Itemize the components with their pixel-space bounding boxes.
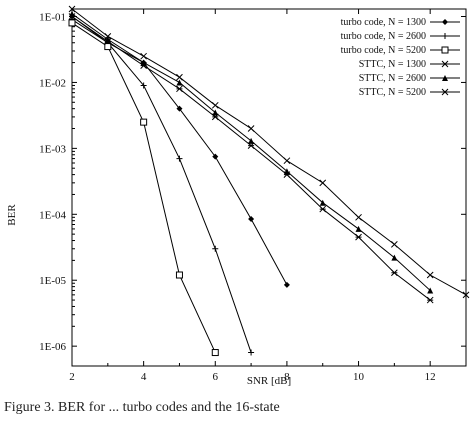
series-5 — [69, 10, 434, 294]
series-3 — [68, 19, 219, 357]
plus-marker — [176, 155, 183, 162]
square-marker — [175, 271, 183, 279]
x-tick-label: 4 — [141, 371, 147, 383]
series-line — [71, 8, 467, 296]
asterisk-marker — [319, 205, 327, 213]
legend-label: turbo code, N = 5200 — [341, 45, 426, 56]
axis-ticks: 2 4 6 8 10 12 1E-06 1E-05 1E-04 1E-03 1E-02 1E-01 — [39, 9, 467, 383]
diamond-marker — [442, 19, 448, 25]
x-marker — [176, 73, 183, 81]
plus-marker — [248, 349, 255, 356]
legend-label: turbo code, N = 1300 — [341, 17, 426, 28]
square-marker — [68, 19, 76, 27]
x-marker — [68, 5, 76, 13]
asterisk-marker — [211, 113, 219, 121]
y-tick-label: 1E-03 — [39, 143, 66, 155]
diamond-marker — [248, 215, 255, 222]
legend-label: turbo code, N = 2600 — [341, 31, 426, 42]
legend-label: STTC, N = 2600 — [359, 73, 426, 84]
asterisk-marker — [247, 142, 255, 149]
asterisk-marker — [68, 13, 76, 20]
y-tick-label: 1E-02 — [39, 77, 66, 89]
triangle-marker — [212, 109, 219, 116]
square-marker — [211, 349, 219, 357]
series-line — [71, 19, 252, 353]
series-4 — [68, 5, 470, 299]
series-line — [71, 22, 216, 353]
triangle-marker — [442, 75, 448, 81]
asterisk-marker — [391, 269, 398, 277]
x-tick-label: 6 — [213, 371, 219, 383]
legend-label: STTC, N = 5200 — [359, 87, 426, 98]
triangle-marker — [319, 199, 326, 206]
series-6 — [68, 13, 434, 304]
diamond-marker — [283, 281, 290, 288]
x-marker — [462, 291, 470, 299]
asterisk-marker — [140, 62, 147, 69]
x-tick-label: 8 — [284, 371, 290, 383]
y-tick-label: 1E-05 — [39, 275, 66, 287]
x-marker — [319, 179, 327, 187]
plus-marker — [212, 245, 219, 252]
x-marker — [247, 125, 255, 132]
legend: turbo code, N = 1300 turbo code, N = 2600… — [341, 17, 460, 98]
y-tick-label: 1E-06 — [39, 341, 66, 353]
x-marker — [283, 157, 291, 165]
x-tick-label: 10 — [353, 371, 365, 383]
x-marker — [391, 241, 398, 248]
triangle-marker — [391, 254, 398, 261]
plot-frame — [71, 8, 467, 367]
series-group — [68, 5, 470, 357]
figure-caption: Figure 3. BER for ... turbo codes and th… — [4, 400, 280, 415]
x-marker — [211, 101, 219, 109]
asterisk-marker — [355, 233, 362, 241]
legend-label: STTC, N = 1300 — [359, 59, 426, 70]
y-axis-label: BER — [6, 204, 18, 226]
triangle-marker — [355, 225, 362, 232]
diamond-marker — [176, 105, 183, 112]
x-tick-label: 2 — [69, 371, 75, 383]
asterisk-marker — [104, 37, 112, 45]
series-line — [71, 16, 288, 286]
x-tick-label: 12 — [425, 371, 436, 383]
square-marker — [441, 46, 449, 54]
y-tick-label: 1E-04 — [39, 209, 66, 221]
x-marker — [441, 60, 449, 68]
x-axis-label: SNR [dB] — [247, 375, 291, 387]
x-marker — [355, 213, 362, 221]
y-tick-label: 1E-01 — [39, 12, 66, 24]
square-marker — [140, 118, 148, 126]
x-marker — [140, 52, 147, 60]
asterisk-marker — [441, 88, 449, 96]
asterisk-marker — [426, 296, 434, 304]
asterisk-marker — [283, 171, 291, 178]
asterisk-marker — [176, 85, 183, 93]
triangle-marker — [176, 79, 183, 86]
series-2 — [69, 16, 255, 356]
plus-marker — [442, 33, 448, 39]
x-marker — [426, 271, 434, 279]
square-marker — [104, 43, 112, 51]
triangle-marker — [248, 137, 255, 144]
plus-marker — [140, 82, 147, 89]
diamond-marker — [212, 153, 219, 160]
triangle-marker — [427, 287, 434, 294]
